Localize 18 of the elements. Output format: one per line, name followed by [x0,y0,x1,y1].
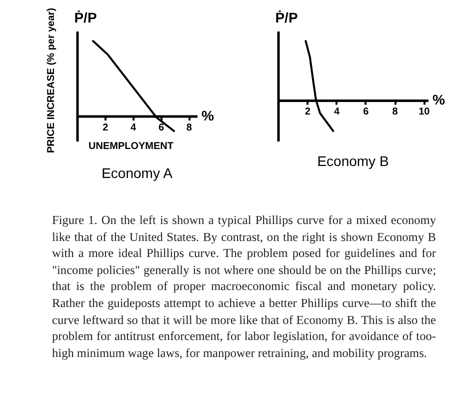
x-tick-label: 4 [130,122,137,134]
x-tick-label: 2 [304,106,311,118]
x-tick-label: 10 [418,106,430,118]
text: Economy B [317,153,389,169]
text: Figure 1. On the left is shown a typical Phillips curve for a mixed economy like that of the United States. By contrast, on the right is shown Economy B with a more ideal Phillips curve. The problem posed for guidelines and for "income policies" generally is not where one should be on the Phillips curve; that is the problem of proper macroeconomic fiscal and monetary policy. Rather the guideposts attempt to achieve a better Phillips curve—to shift the curve leftward so that it will be more like that of Economy B. This is also the problem for antitrust enforcement, for labor legislation, for avoidance of too-high minimum wage laws, for manpower retraining, and mobility programs. [52,213,436,360]
x-tick-label: 6 [363,106,370,118]
x-tick-label: 8 [392,106,398,118]
text: PRICE INCREASE (% per year) [46,8,57,154]
x-tick-label: 2 [102,122,109,134]
y-axis-title: Ṗ/P [74,10,97,26]
x-axis-title: % [202,108,214,124]
x-tick-label: 8 [186,122,192,134]
x-tick-label: 6 [158,122,164,134]
y-axis-title: Ṗ/P [275,10,298,26]
text: UNEMPLOYMENT [88,141,174,152]
x-axis-title: % [432,92,446,108]
text: Economy A [102,165,174,182]
x-tick-label: 4 [334,106,340,118]
